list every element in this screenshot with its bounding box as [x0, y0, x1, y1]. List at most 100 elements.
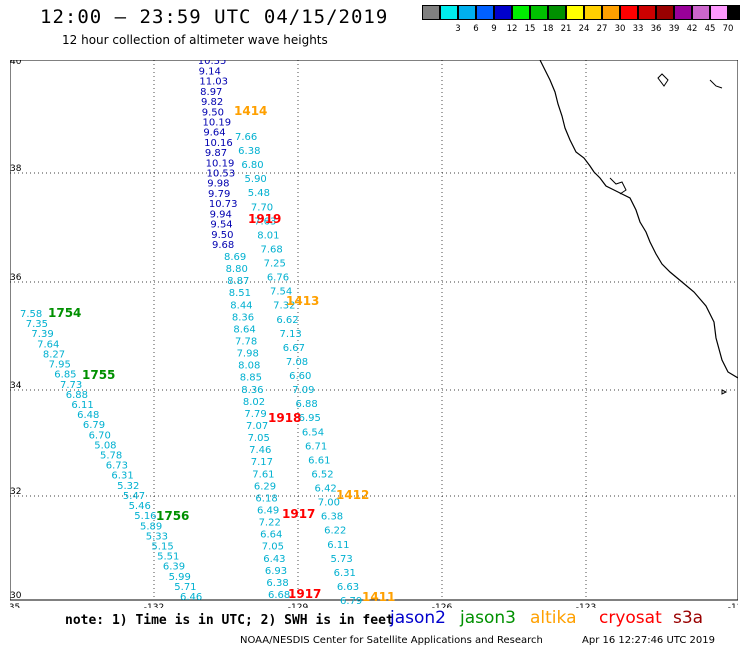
scale-swatch [476, 5, 494, 20]
swh-value: 7.66 [235, 132, 257, 143]
swh-value: 7.46 [249, 445, 271, 456]
swh-value: 5.78 [100, 451, 122, 462]
scale-swatch [602, 5, 620, 20]
swh-value: 5.90 [245, 174, 267, 185]
lon-tick-label: -129 [288, 603, 309, 608]
chart-subtitle: 12 hour collection of altimeter wave hei… [62, 33, 328, 47]
scale-swatch [692, 5, 710, 20]
swh-value: 6.67 [283, 343, 305, 354]
swh-value: 6.60 [289, 371, 311, 382]
swh-value: 5.15 [151, 541, 173, 552]
swh-value: 6.93 [265, 566, 287, 577]
swh-value: 5.32 [117, 481, 139, 492]
swh-value: 7.32 [273, 301, 295, 312]
swh-value: 7.08 [286, 357, 308, 368]
pass-time-label: 1412 [336, 488, 369, 502]
swh-value: 6.31 [111, 471, 133, 482]
swh-value: 9.54 [210, 220, 232, 231]
swh-value: 7.07 [246, 421, 268, 432]
swh-value: 6.61 [308, 455, 330, 466]
swh-value: 5.73 [330, 554, 352, 565]
swh-value: 8.01 [257, 230, 279, 241]
swh-value: 6.88 [66, 390, 88, 401]
swh-value: 10.73 [209, 199, 238, 210]
swh-value: 9.98 [207, 179, 229, 190]
swh-value: 7.13 [280, 329, 302, 340]
lat-tick-label: 36 [10, 273, 22, 283]
swh-value: 7.05 [248, 433, 270, 444]
lat-tick-label: 32 [10, 487, 21, 497]
swh-value: 7.17 [251, 457, 273, 468]
swh-value: 7.05 [262, 542, 284, 553]
scale-swatch [494, 5, 512, 20]
pass-time-label: 1917 [288, 587, 321, 601]
lat-tick-label: 40 [10, 60, 22, 67]
chart-title: 12:00 – 23:59 UTC 04/15/2019 [40, 6, 389, 28]
scale-swatch [620, 5, 638, 20]
swh-value: 6.48 [77, 410, 99, 421]
pass-time-label: 1414 [234, 104, 267, 118]
swh-value: 6.43 [263, 554, 285, 565]
scale-swatch [710, 5, 728, 20]
swh-value: 9.64 [203, 128, 225, 139]
swh-value: 6.79 [83, 420, 105, 431]
scale-label: 33 [632, 24, 644, 34]
swh-value: 7.95 [49, 360, 71, 371]
swh-value: 6.18 [255, 493, 277, 504]
swh-value: 9.68 [212, 240, 234, 251]
swh-value: 9.50 [202, 107, 224, 118]
swh-value: 6.54 [302, 427, 324, 438]
swh-value: 6.64 [260, 530, 282, 541]
swh-value: 5.46 [129, 501, 151, 512]
swh-value: 10.35 [198, 60, 227, 67]
swh-value: 6.63 [337, 582, 359, 593]
generation-timestamp: Apr 16 12:27:46 UTC 2019 [582, 635, 715, 646]
swh-value: 8.36 [232, 312, 254, 323]
swh-value: 10.16 [204, 138, 233, 149]
swh-value: 6.85 [54, 370, 76, 381]
swh-value: 7.98 [237, 349, 259, 360]
scale-label: 21 [560, 24, 572, 34]
scale-swatch [512, 5, 530, 20]
swh-value: 7.73 [60, 380, 82, 391]
swh-value: 6.39 [163, 562, 185, 573]
swh-value: 7.63 [254, 216, 276, 227]
swh-value: 11.03 [199, 77, 228, 88]
scale-label: 3 [455, 24, 461, 34]
swh-value: 6.73 [106, 461, 128, 472]
swh-value: 8.44 [230, 300, 252, 311]
swh-value: 7.78 [235, 337, 257, 348]
swh-value: 5.16 [134, 511, 156, 522]
swh-value: 6.22 [324, 526, 346, 537]
scale-swatch [674, 5, 692, 20]
scale-swatch [584, 5, 602, 20]
lon-tick-label: -124 [728, 603, 738, 608]
swh-value: 5.99 [169, 572, 191, 583]
swh-value: 8.36 [241, 385, 263, 396]
pass-time-label: 1756 [156, 509, 189, 523]
swh-value: 7.22 [259, 518, 281, 529]
scale-swatch [566, 5, 584, 20]
swh-value: 6.49 [257, 506, 279, 517]
swh-value: 9.87 [205, 148, 227, 159]
lat-tick-label: 38 [10, 164, 22, 174]
swh-value: 6.68 [268, 590, 290, 601]
swh-value: 9.50 [211, 230, 233, 241]
swh-value: 6.38 [321, 512, 343, 523]
scale-label: 12 [506, 24, 518, 34]
swh-value: 7.39 [31, 329, 53, 340]
scale-label: 45 [704, 24, 716, 34]
scale-swatch [458, 5, 476, 20]
swh-value: 8.51 [229, 288, 251, 299]
swh-value: 5.47 [123, 491, 145, 502]
swh-value: 7.09 [292, 385, 314, 396]
swh-value: 7.70 [251, 202, 273, 213]
swh-value: 9.94 [210, 209, 232, 220]
swh-value: 8.85 [240, 373, 262, 384]
swh-value: 8.64 [233, 324, 255, 335]
legend-jason2: jason2 [390, 608, 446, 628]
swh-value: 6.46 [180, 592, 202, 603]
scale-swatch [440, 5, 458, 20]
swh-value: 8.02 [243, 397, 265, 408]
scale-label: 6 [473, 24, 479, 34]
